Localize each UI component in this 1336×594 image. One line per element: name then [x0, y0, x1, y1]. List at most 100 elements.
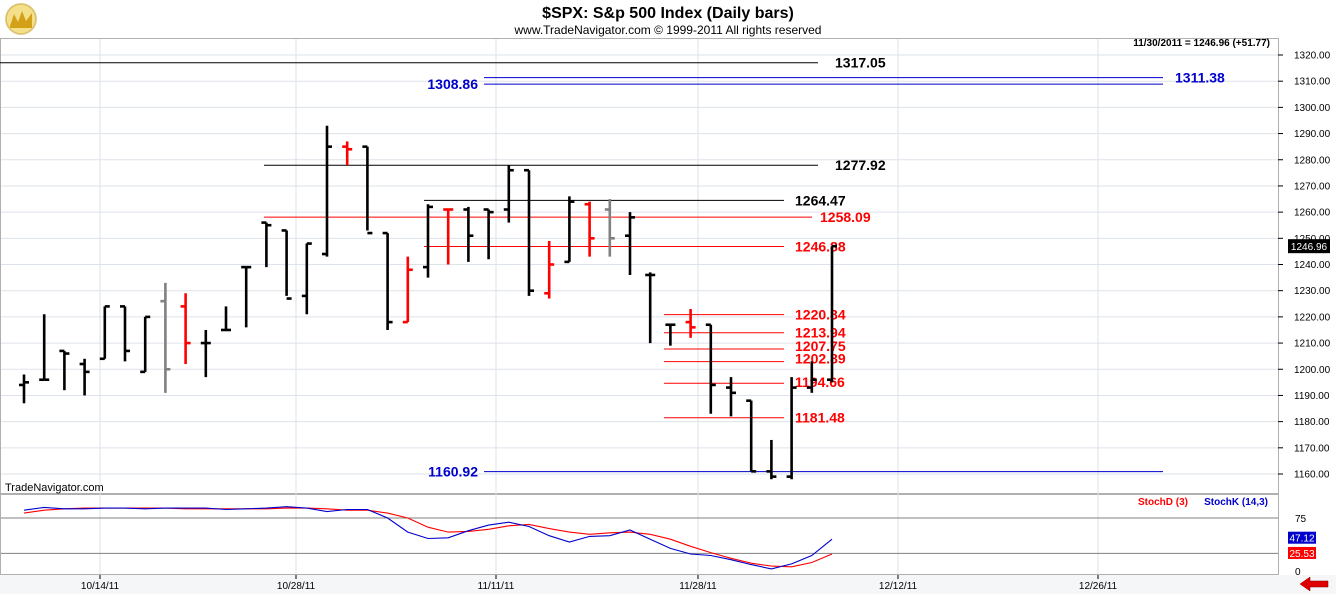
price-tick-label: 1270.00 [1294, 181, 1331, 192]
level-label: 1160.92 [428, 464, 478, 480]
price-tick-label: 1210.00 [1294, 339, 1331, 350]
ohlc-bar [786, 377, 797, 480]
price-tick-label: 1260.00 [1294, 208, 1331, 219]
ohlc-bar [200, 329, 211, 378]
level-label: 1246.88 [795, 238, 846, 254]
level-label: 1264.47 [795, 192, 846, 208]
ohlc-bar [685, 309, 696, 338]
ohlc-bar [99, 305, 110, 361]
stoch-series-line [23, 507, 833, 568]
ohlc-bar [483, 208, 494, 260]
ohlc-bar [625, 212, 635, 275]
watermark: TradeNavigator.com [5, 482, 104, 494]
date-tick-label: 12/26/11 [1079, 581, 1118, 592]
date-axis: 10/14/11 10/28/11 11/11/11 11/28/11 12/12/11… [81, 575, 1118, 592]
price-tick-label: 1200.00 [1294, 365, 1331, 376]
level-label: 1308.86 [427, 76, 478, 92]
last-price-box [1288, 239, 1330, 254]
stoch-panel-frame [0, 494, 1279, 575]
level-label: 1311.38 [1175, 70, 1225, 86]
price-tick-label: 1220.00 [1294, 312, 1331, 323]
ohlc-bar [564, 196, 575, 264]
ohlc-bar [705, 323, 716, 414]
level-label: 1181.48 [795, 410, 845, 426]
price-panel-frame [0, 38, 1279, 494]
price-tick-label: 1160.00 [1294, 470, 1330, 481]
stoch-series-line [23, 506, 833, 570]
ohlc-bar [221, 306, 231, 332]
stoch-tick-label: 75 [1295, 514, 1307, 525]
ohlc-bar [382, 231, 393, 330]
ohlc-bar [301, 242, 312, 315]
ohlc-bar [59, 349, 70, 391]
ohlc-bar [503, 164, 514, 223]
ohlc-bar [726, 377, 736, 417]
ohlc-bar [827, 244, 837, 383]
ohlc-bar [463, 206, 474, 262]
ohlc-bar [665, 323, 676, 346]
ohlc-bar [322, 125, 332, 257]
chart-subtitle: www.TradeNavigator.com © 1999-2011 All r… [514, 23, 822, 37]
date-tick-label: 12/12/11 [879, 581, 918, 592]
level-label: 1258.09 [820, 209, 871, 225]
price-tick-label: 1290.00 [1294, 129, 1331, 140]
price-tick-label: 1190.00 [1294, 391, 1330, 402]
stoch-value-label: 25.53 [1289, 549, 1314, 560]
stoch-legend-entry: StochK (14,3) [1204, 497, 1268, 508]
date-axis-strip [0, 575, 1336, 594]
stoch-value-box [1288, 546, 1316, 559]
chart-title: $SPX: S&p 500 Index (Daily bars) [542, 5, 794, 22]
last-price-label: 1246.96 [1291, 242, 1328, 253]
ohlc-bar [645, 272, 656, 344]
ohlc-bar [140, 315, 151, 374]
ohlc-bar [261, 221, 272, 268]
ohlc-bars [19, 125, 837, 480]
stoch-value-box [1288, 531, 1316, 544]
ohlc-bar [120, 305, 130, 362]
ohlc-bar [362, 145, 373, 235]
ohlc-bar [241, 265, 252, 328]
date-tick-label: 10/14/11 [81, 581, 120, 592]
ohlc-bar [19, 374, 29, 404]
ohlc-bar [544, 240, 555, 299]
price-tick-label: 1310.00 [1294, 77, 1331, 88]
date-tick-label: 11/28/11 [679, 581, 717, 592]
ohlc-bar [160, 282, 171, 393]
stochastic-panel: 0 75 StochD (3) StochK (14,3) 47.12 25.53 [1, 497, 1316, 578]
ohlc-bar [281, 229, 292, 300]
price-tick-label: 1320.00 [1294, 51, 1331, 62]
ohlc-bar [423, 204, 433, 278]
price-tick-label: 1280.00 [1294, 155, 1331, 166]
trade-navigator-logo-icon [5, 3, 37, 35]
grid [1, 39, 1278, 574]
date-tick-label: 11/11/11 [478, 581, 515, 592]
stoch-legend-entry: StochD (3) [1138, 497, 1188, 508]
price-tick-label: 1180.00 [1294, 417, 1330, 428]
ohlc-bar [604, 199, 615, 257]
level-label: 1194.66 [795, 374, 845, 390]
price-tick-label: 1240.00 [1294, 260, 1331, 271]
scroll-right-arrow-icon[interactable] [1299, 576, 1329, 592]
ohlc-bar [746, 399, 757, 473]
ohlc-bar [584, 201, 595, 257]
ohlc-bar [524, 168, 534, 296]
level-label: 1317.05 [835, 55, 886, 71]
date-tick-label: 10/28/11 [277, 581, 316, 592]
stoch-value-label: 47.12 [1289, 534, 1314, 545]
price-tick-label: 1170.00 [1294, 443, 1330, 454]
ohlc-bar [766, 439, 777, 480]
ohlc-bar [342, 141, 353, 165]
ohlc-bar [443, 208, 454, 265]
ohlc-bar [806, 361, 817, 393]
stoch-tick-label: 0 [1295, 567, 1301, 578]
price-axis: 1160.00 1170.00 1180.00 1190.00 1200.00 1210.… [1278, 51, 1331, 481]
price-tick-label: 1230.00 [1294, 286, 1331, 297]
ohlc-bar [79, 358, 90, 396]
level-label: 1202.89 [795, 351, 846, 367]
ohlc-bar [402, 256, 413, 324]
ohlc-bar [180, 293, 191, 365]
last-price-info: 11/30/2011 = 1246.96 (+51.77) [1133, 38, 1270, 49]
ohlc-bar [39, 314, 50, 382]
level-lines: 1317.05 1311.38 1308.86 1277.92 1264.471258.… [0, 55, 1225, 480]
